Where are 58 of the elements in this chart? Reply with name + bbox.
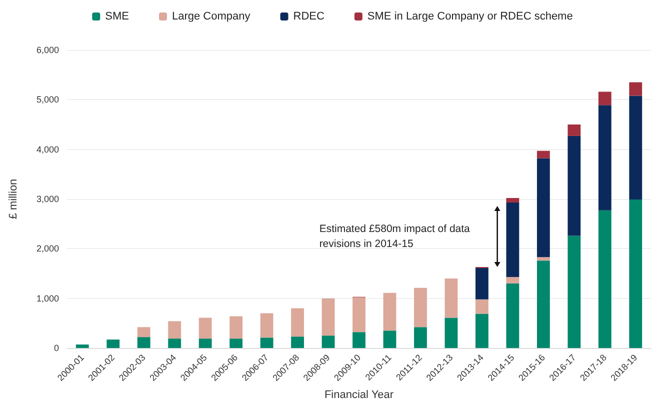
bar [536, 150, 550, 158]
bar [629, 199, 642, 348]
bar [168, 338, 182, 348]
bar [629, 96, 642, 200]
bar [230, 316, 243, 339]
bar [536, 158, 550, 258]
bar [260, 338, 274, 348]
y-axis-title: £ million [8, 178, 20, 220]
bar [568, 136, 581, 236]
bar [444, 318, 458, 348]
bar [198, 338, 212, 348]
bar [383, 330, 396, 348]
bar [506, 198, 520, 202]
bar [506, 202, 520, 277]
bar [475, 299, 488, 314]
bar [598, 210, 612, 348]
bar [260, 313, 274, 338]
y-tick-label: 5,000 [36, 94, 59, 105]
bar [506, 283, 520, 348]
y-tick-label: 4,000 [36, 144, 59, 154]
legend-label: RDEC [293, 10, 324, 22]
bar [106, 340, 120, 348]
bar [383, 292, 396, 331]
bar [322, 336, 335, 348]
bar [137, 327, 150, 338]
bar [168, 321, 182, 339]
annotation: Estimated £580m impact of data revisions in 2014-15 [319, 223, 473, 250]
y-tick-label: 6,000 [36, 45, 59, 55]
bar [322, 298, 335, 336]
bar [414, 327, 427, 348]
bar [475, 268, 488, 300]
bar [291, 308, 304, 337]
legend-label: SME [105, 10, 129, 22]
bar [598, 105, 612, 210]
legend-label: SME in Large Company or RDEC scheme [367, 10, 573, 22]
bar [291, 336, 304, 348]
bar [352, 297, 366, 332]
bar [475, 314, 488, 348]
bar [598, 92, 612, 106]
bar [568, 124, 581, 136]
y-tick-label: 3,000 [36, 194, 59, 204]
bar [568, 236, 581, 348]
y-tick-label: 0 [54, 343, 59, 353]
legend-label: Large Company [172, 10, 251, 22]
bar [629, 82, 642, 96]
bar [536, 257, 550, 261]
bar [506, 276, 520, 284]
bar [230, 338, 243, 348]
bar [536, 260, 550, 348]
bar [352, 332, 366, 348]
bar [76, 344, 89, 348]
bar [137, 337, 150, 348]
bar [414, 288, 427, 328]
bar [444, 278, 458, 318]
x-axis-title: Financial Year [324, 389, 394, 402]
bar [198, 318, 212, 339]
y-tick-label: 2,000 [36, 244, 59, 254]
y-tick-label: 1,000 [36, 293, 59, 304]
